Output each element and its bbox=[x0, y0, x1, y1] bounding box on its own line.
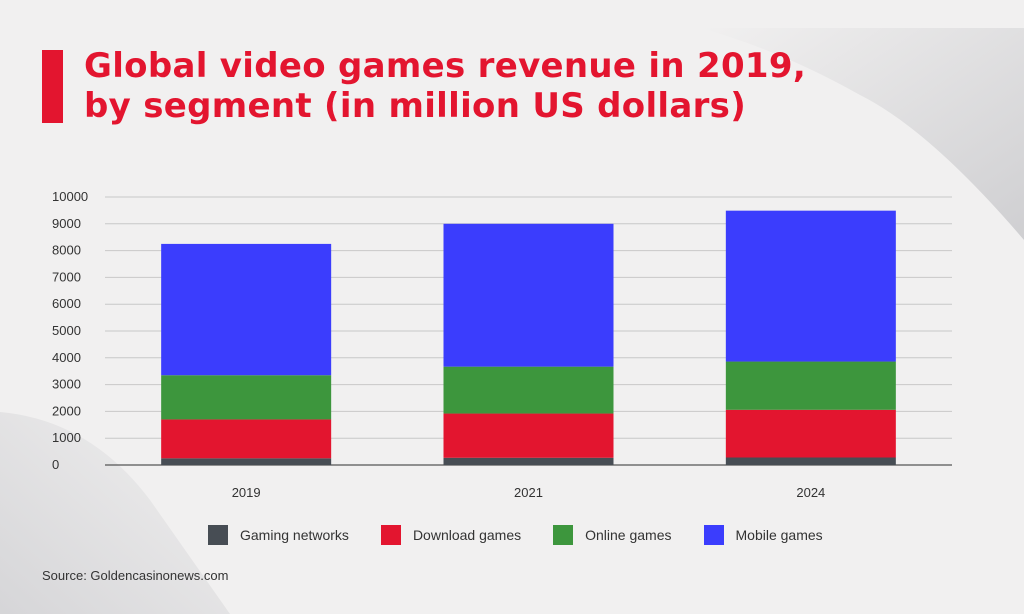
legend-item-download-games: Download games bbox=[380, 525, 522, 545]
bars bbox=[161, 210, 896, 465]
y-tick-label: 3000 bbox=[52, 377, 81, 392]
chart-title-line-1: Global video games revenue in 2019, bbox=[84, 46, 807, 86]
legend-label: Gaming networks bbox=[240, 527, 349, 543]
legend-swatch bbox=[208, 525, 228, 545]
y-axis-ticks: 0 1000 2000 3000 4000 5000 6000 7000 8000 9000 100… bbox=[52, 189, 88, 472]
y-tick-label: 10000 bbox=[52, 189, 88, 204]
bar-segment bbox=[725, 409, 896, 458]
legend-swatch bbox=[703, 525, 724, 545]
y-tick-label: 4000 bbox=[52, 350, 81, 365]
bar-segment bbox=[443, 457, 614, 465]
legend-swatch bbox=[380, 525, 401, 545]
y-tick-label: 9000 bbox=[52, 216, 81, 231]
bar-segment bbox=[443, 223, 614, 367]
x-axis-ticks: 2019 2021 2024 bbox=[232, 485, 826, 500]
chart-title: Global video games revenue in 2019, by s… bbox=[84, 46, 1004, 126]
legend-item-online-games: Online games bbox=[553, 525, 672, 545]
y-tick-label: 8000 bbox=[52, 243, 81, 258]
bar-segment bbox=[725, 210, 896, 362]
title-accent-bar bbox=[42, 50, 63, 123]
bar-segment bbox=[161, 458, 332, 465]
x-tick-label: 2024 bbox=[796, 485, 825, 500]
y-tick-label: 0 bbox=[52, 457, 59, 472]
chart-title-line-2: by segment (in million US dollars) bbox=[84, 86, 747, 126]
bar-segment bbox=[725, 361, 896, 410]
legend-label: Download games bbox=[412, 527, 522, 543]
y-tick-label: 7000 bbox=[52, 269, 81, 284]
bar-segment bbox=[161, 419, 332, 459]
bar-segment bbox=[725, 457, 896, 465]
bar-segment bbox=[161, 375, 332, 420]
y-tick-label: 1000 bbox=[52, 430, 81, 445]
bar-segment bbox=[161, 243, 332, 376]
legend-item-mobile-games: Mobile games bbox=[703, 525, 823, 545]
bar-segment bbox=[443, 366, 614, 414]
legend-item-gaming-networks: Gaming networks bbox=[208, 525, 349, 545]
bar-segment bbox=[443, 413, 614, 458]
legend-label: Online games bbox=[585, 527, 672, 543]
legend: Gaming networks Download games Online ga… bbox=[208, 525, 855, 545]
y-tick-label: 6000 bbox=[52, 296, 81, 311]
x-tick-label: 2021 bbox=[514, 485, 543, 500]
y-tick-label: 2000 bbox=[52, 403, 81, 418]
legend-swatch bbox=[553, 525, 574, 545]
legend-label: Mobile games bbox=[735, 527, 823, 543]
y-tick-label: 5000 bbox=[52, 323, 81, 338]
source-note: Source: Goldencasinonews.com bbox=[42, 568, 229, 583]
x-tick-label: 2019 bbox=[232, 485, 261, 500]
